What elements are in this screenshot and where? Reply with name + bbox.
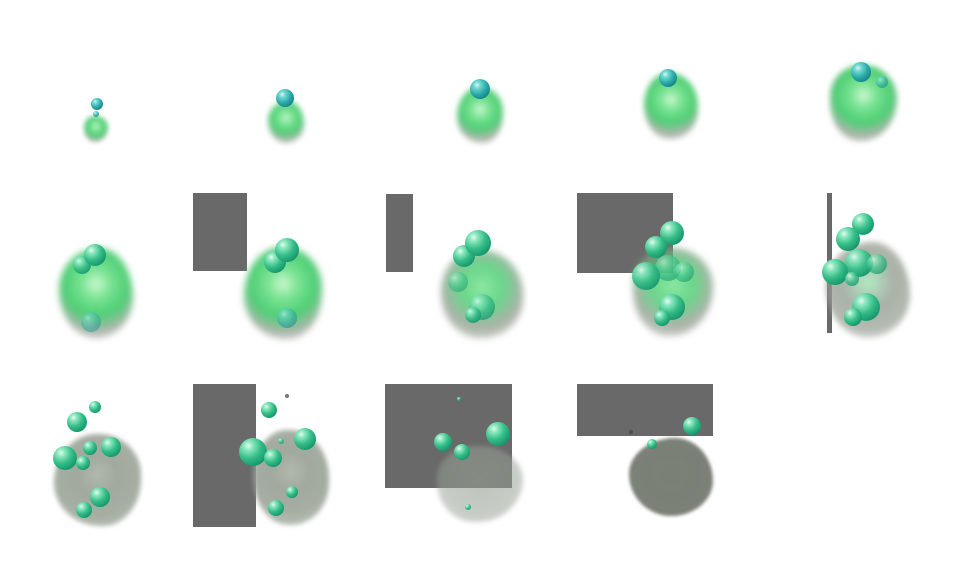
bubble-particle bbox=[101, 437, 121, 457]
bubble-particle bbox=[275, 238, 299, 262]
bubble-particle bbox=[876, 76, 888, 88]
bubble-particle bbox=[239, 438, 267, 466]
smoke-puff bbox=[268, 101, 304, 143]
bubble-particle bbox=[486, 422, 510, 446]
bubble-particle bbox=[73, 256, 91, 274]
bubble-particle bbox=[286, 486, 298, 498]
bubble-particle bbox=[470, 79, 490, 99]
smoke-puff bbox=[244, 247, 322, 339]
bubble-particle bbox=[465, 307, 481, 323]
bubble-particle bbox=[76, 456, 90, 470]
bubble-particle bbox=[90, 487, 110, 507]
bubble-particle bbox=[294, 428, 316, 450]
bubble-particle bbox=[434, 433, 452, 451]
smoke-puff bbox=[84, 116, 108, 142]
smoke-puff bbox=[829, 65, 897, 141]
bubble-particle bbox=[647, 439, 657, 449]
bubble-particle bbox=[655, 255, 681, 281]
smoke-puff bbox=[437, 446, 523, 522]
bubble-particle bbox=[645, 236, 667, 258]
bubble-particle bbox=[845, 272, 859, 286]
gray-placeholder-rect bbox=[193, 384, 256, 527]
bubble-particle bbox=[659, 69, 677, 87]
bubble-particle bbox=[84, 244, 106, 266]
bubble-particle bbox=[448, 272, 468, 292]
bubble-particle bbox=[822, 259, 848, 285]
bubble-particle bbox=[264, 449, 282, 467]
smoke-puff bbox=[53, 434, 141, 526]
gray-placeholder-rect bbox=[193, 193, 247, 271]
bubble-particle bbox=[674, 262, 694, 282]
bubble-particle bbox=[867, 254, 887, 274]
smoke-puff bbox=[457, 87, 503, 143]
gray-placeholder-rect bbox=[577, 384, 713, 436]
bubble-particle bbox=[852, 213, 874, 235]
smoke-puff bbox=[629, 438, 713, 516]
bubble-particle bbox=[457, 397, 461, 401]
bubble-particle bbox=[469, 294, 495, 320]
smoke-puff bbox=[826, 242, 910, 338]
smoke-puff bbox=[59, 248, 133, 338]
bubble-particle bbox=[81, 312, 101, 332]
smoke-puff bbox=[633, 248, 713, 336]
bubble-particle bbox=[91, 98, 103, 110]
gray-placeholder-rect bbox=[386, 194, 413, 272]
bubble-particle bbox=[683, 417, 701, 435]
bubble-particle bbox=[654, 310, 670, 326]
bubble-particle bbox=[261, 402, 277, 418]
bubble-particle bbox=[67, 412, 87, 432]
smoke-puff bbox=[253, 429, 329, 525]
smoke-puff bbox=[644, 73, 698, 139]
bubble-particle bbox=[89, 401, 101, 413]
bubble-particle bbox=[845, 249, 873, 277]
bubble-particle bbox=[465, 230, 491, 256]
smoke-puff bbox=[441, 250, 523, 338]
bubble-particle bbox=[268, 500, 284, 516]
bubble-particle bbox=[278, 438, 284, 444]
bubble-particle bbox=[844, 308, 862, 326]
bubble-particle bbox=[465, 504, 471, 510]
bubble-particle bbox=[53, 446, 77, 470]
bubble-particle bbox=[660, 221, 684, 245]
bubble-particle bbox=[629, 430, 633, 434]
bubble-particle bbox=[285, 394, 289, 398]
bubble-particle bbox=[453, 245, 475, 267]
bubble-particle bbox=[852, 293, 880, 321]
gray-placeholder-rect bbox=[827, 193, 832, 333]
bubble-particle bbox=[659, 294, 685, 320]
bubble-particle bbox=[83, 441, 97, 455]
bubble-particle bbox=[454, 444, 470, 460]
bubble-particle bbox=[277, 308, 297, 328]
bubble-particle bbox=[851, 62, 871, 82]
bubble-particle bbox=[276, 89, 294, 107]
bubble-particle bbox=[76, 502, 92, 518]
bubble-particle bbox=[836, 227, 860, 251]
gray-placeholder-rect bbox=[577, 193, 673, 273]
bubble-particle bbox=[632, 262, 660, 290]
bubble-particle bbox=[93, 111, 99, 117]
bubble-particle bbox=[264, 251, 286, 273]
gray-placeholder-rect bbox=[385, 384, 512, 488]
